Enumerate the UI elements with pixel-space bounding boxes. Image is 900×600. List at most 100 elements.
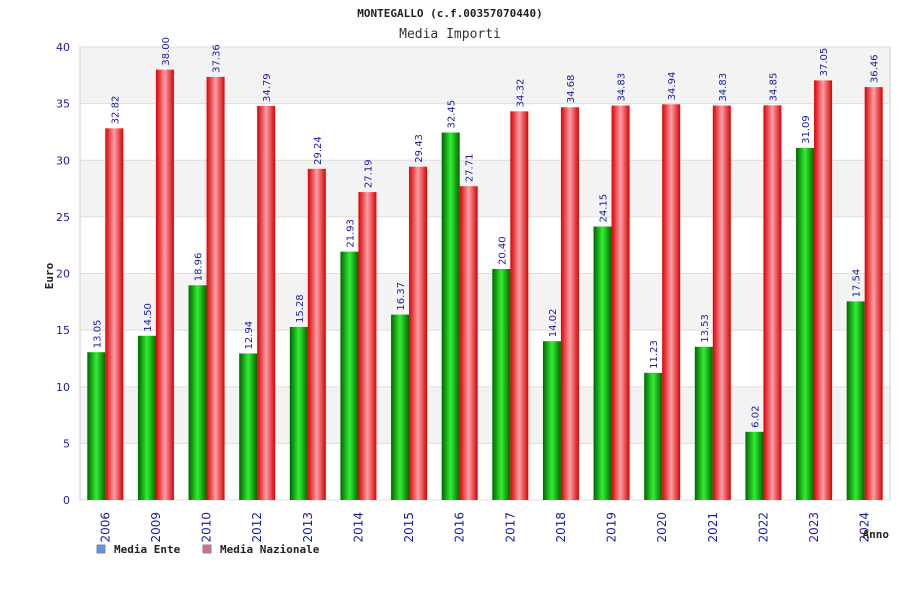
bar-media-nazionale <box>712 105 731 501</box>
data-label: 34.32 <box>515 79 526 108</box>
data-label: 34.83 <box>617 73 628 102</box>
bar-media-ente <box>441 132 460 500</box>
x-tick-label: 2014 <box>351 512 365 543</box>
bar-media-ente <box>694 346 713 500</box>
y-tick-label: 40 <box>56 41 70 54</box>
bar-media-nazionale <box>206 76 225 500</box>
x-tick-label: 2021 <box>706 512 720 543</box>
data-label: 14.02 <box>548 309 559 338</box>
bar-media-ente <box>340 251 359 500</box>
data-label: 34.85 <box>768 73 779 102</box>
x-tick-label: 2016 <box>453 512 467 543</box>
data-label: 37.05 <box>819 48 830 77</box>
data-label: 32.82 <box>110 96 121 125</box>
data-label: 34.94 <box>667 72 678 101</box>
data-label: 20.40 <box>497 236 508 265</box>
y-tick-label: 30 <box>56 154 70 167</box>
x-tick-label: 2023 <box>807 512 821 543</box>
x-tick-label: 2018 <box>554 512 568 543</box>
legend-label: Media Nazionale <box>220 543 320 556</box>
y-tick-label: 10 <box>56 381 70 394</box>
x-tick-label: 2012 <box>250 512 264 543</box>
bar-media-nazionale <box>560 107 579 501</box>
data-label: 27.71 <box>465 154 476 183</box>
bar-media-ente <box>542 341 561 500</box>
data-label: 11.23 <box>649 340 660 369</box>
data-label: 13.53 <box>700 314 711 343</box>
data-label: 36.46 <box>870 54 881 83</box>
x-tick-label: 2020 <box>655 512 669 543</box>
data-label: 16.37 <box>396 282 407 311</box>
bar-media-ente <box>239 353 258 500</box>
bar-media-nazionale <box>814 80 833 500</box>
bar-media-ente <box>745 431 764 500</box>
x-tick-label: 2022 <box>756 512 770 543</box>
bar-media-nazionale <box>662 104 681 500</box>
bar-media-nazionale <box>409 166 428 500</box>
bars-group <box>87 69 883 501</box>
y-axis-ticks: 0 5 10 15 20 25 30 35 40 <box>56 41 70 507</box>
data-label: 34.83 <box>718 73 729 102</box>
data-label: 6.02 <box>750 406 761 428</box>
y-tick-label: 0 <box>63 494 70 507</box>
data-label: 12.94 <box>244 321 255 350</box>
data-label: 34.79 <box>262 73 273 102</box>
x-axis-ticks: 2006 2009 2010 2012 2013 2014 2015 2016 2017 2018… <box>98 512 871 543</box>
x-tick-label: 2019 <box>605 512 619 543</box>
y-tick-label: 20 <box>56 268 70 281</box>
y-tick-label: 5 <box>63 437 70 450</box>
bar-media-nazionale <box>611 105 630 501</box>
bar-media-nazionale <box>307 168 326 500</box>
data-label: 31.09 <box>801 115 812 144</box>
bar-media-ente <box>492 268 511 500</box>
chart-subtitle: Media Importi <box>399 27 501 42</box>
bar-media-ente <box>188 285 207 500</box>
bar-media-nazionale <box>358 192 377 501</box>
data-label: 13.05 <box>92 320 103 349</box>
data-label: 37.36 <box>212 44 223 73</box>
legend: Media Ente Media Nazionale <box>96 543 320 556</box>
chart-title: MONTEGALLO (c.f.00357070440) <box>357 7 542 20</box>
data-label: 32.45 <box>447 100 458 129</box>
data-labels-group: 13.05 32.82 14.50 38.00 18.96 37.36 12.94 34.79… <box>92 37 880 428</box>
bar-media-ente <box>289 326 308 500</box>
y-tick-label: 25 <box>56 211 70 224</box>
x-tick-label: 2017 <box>503 512 517 543</box>
bar-media-ente <box>87 352 106 500</box>
bar-media-nazionale <box>510 111 529 501</box>
legend-swatch <box>202 544 212 554</box>
bar-media-nazionale <box>459 186 478 500</box>
data-label: 27.19 <box>363 159 374 188</box>
bar-media-ente <box>593 226 612 500</box>
x-tick-label: 2009 <box>149 512 163 543</box>
data-label: 38.00 <box>161 37 172 66</box>
legend-swatch <box>96 544 106 554</box>
bar-media-ente <box>846 301 865 500</box>
data-label: 24.15 <box>599 194 610 223</box>
x-tick-label: 2013 <box>301 512 315 543</box>
data-label: 14.50 <box>143 303 154 332</box>
data-label: 17.54 <box>852 269 863 298</box>
data-label: 18.96 <box>194 253 205 282</box>
y-axis-label: Euro <box>43 262 56 289</box>
bar-media-ente <box>796 147 815 500</box>
data-label: 29.43 <box>414 134 425 163</box>
bar-media-nazionale <box>105 128 124 500</box>
x-axis-label: Anno <box>863 528 890 541</box>
bar-media-ente <box>644 372 663 500</box>
bar-media-ente <box>137 335 156 500</box>
x-tick-label: 2024 <box>858 512 872 543</box>
bar-media-nazionale <box>864 87 883 500</box>
x-tick-label: 2006 <box>98 512 112 543</box>
y-tick-label: 35 <box>56 98 70 111</box>
bar-media-nazionale <box>763 105 782 500</box>
data-label: 34.68 <box>566 75 577 104</box>
data-label: 21.93 <box>345 219 356 248</box>
bar-media-nazionale <box>155 69 174 501</box>
y-tick-label: 15 <box>56 324 70 337</box>
bar-media-nazionale <box>257 106 276 501</box>
x-tick-label: 2015 <box>402 512 416 543</box>
data-label: 15.28 <box>295 294 306 323</box>
x-tick-label: 2010 <box>200 512 214 543</box>
